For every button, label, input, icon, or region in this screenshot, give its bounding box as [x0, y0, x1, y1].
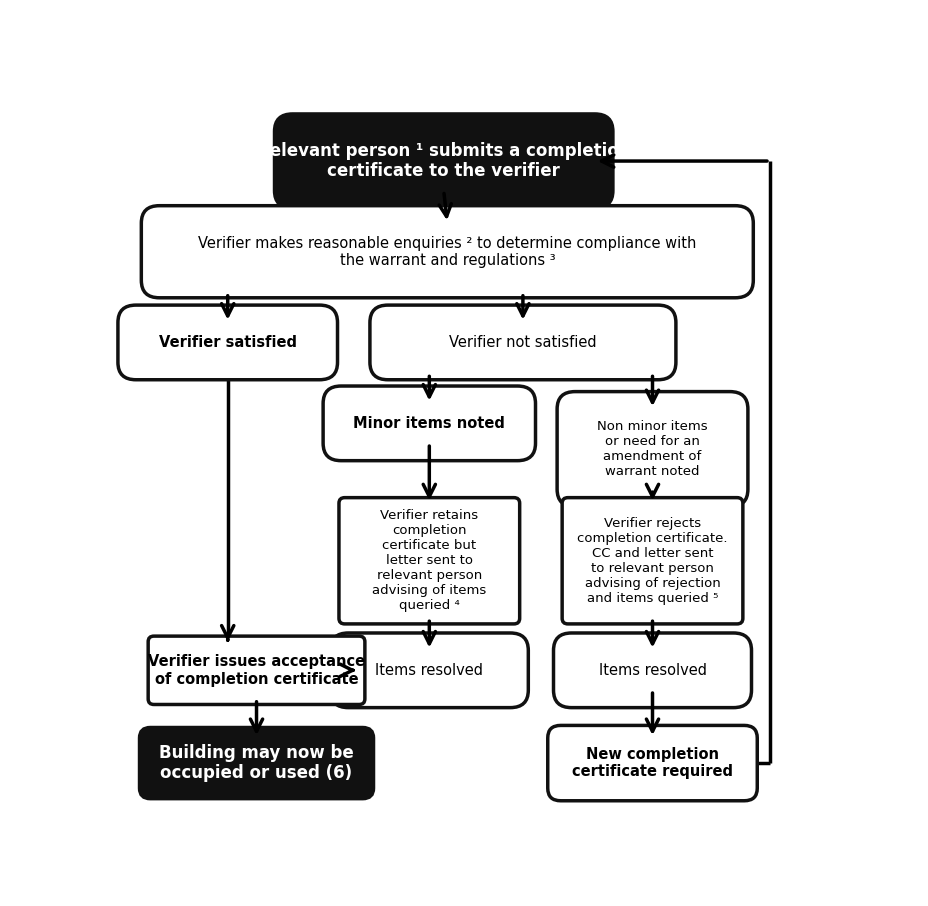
- FancyBboxPatch shape: [369, 305, 676, 380]
- FancyBboxPatch shape: [557, 391, 747, 506]
- Text: Verifier satisfied: Verifier satisfied: [159, 335, 296, 350]
- Text: Building may now be
occupied or used (6): Building may now be occupied or used (6): [159, 744, 354, 783]
- FancyBboxPatch shape: [339, 497, 519, 624]
- FancyBboxPatch shape: [553, 633, 751, 708]
- FancyBboxPatch shape: [148, 636, 365, 705]
- FancyBboxPatch shape: [330, 633, 528, 708]
- FancyBboxPatch shape: [561, 497, 742, 624]
- Text: Verifier rejects
completion certificate.
CC and letter sent
to relevant person
a: Verifier rejects completion certificate.…: [576, 516, 727, 605]
- FancyBboxPatch shape: [275, 114, 612, 208]
- Text: Verifier makes reasonable enquiries ² to determine compliance with
the warrant a: Verifier makes reasonable enquiries ² to…: [198, 236, 696, 268]
- FancyBboxPatch shape: [139, 728, 373, 799]
- Text: Items resolved: Items resolved: [598, 663, 706, 678]
- FancyBboxPatch shape: [548, 726, 756, 801]
- Text: Items resolved: Items resolved: [375, 663, 483, 678]
- Text: Verifier issues acceptance
of completion certificate: Verifier issues acceptance of completion…: [148, 654, 365, 687]
- Text: New completion
certificate required: New completion certificate required: [572, 747, 732, 779]
- FancyBboxPatch shape: [323, 386, 535, 460]
- Text: Relevant person ¹ submits a completion
certificate to the verifier: Relevant person ¹ submits a completion c…: [257, 141, 630, 180]
- Text: Minor items noted: Minor items noted: [353, 416, 505, 431]
- FancyBboxPatch shape: [141, 206, 753, 298]
- Text: Verifier not satisfied: Verifier not satisfied: [448, 335, 596, 350]
- Text: Non minor items
or need for an
amendment of
warrant noted: Non minor items or need for an amendment…: [597, 420, 707, 478]
- FancyBboxPatch shape: [118, 305, 337, 380]
- Text: Verifier retains
completion
certificate but
letter sent to
relevant person
advis: Verifier retains completion certificate …: [372, 509, 486, 612]
